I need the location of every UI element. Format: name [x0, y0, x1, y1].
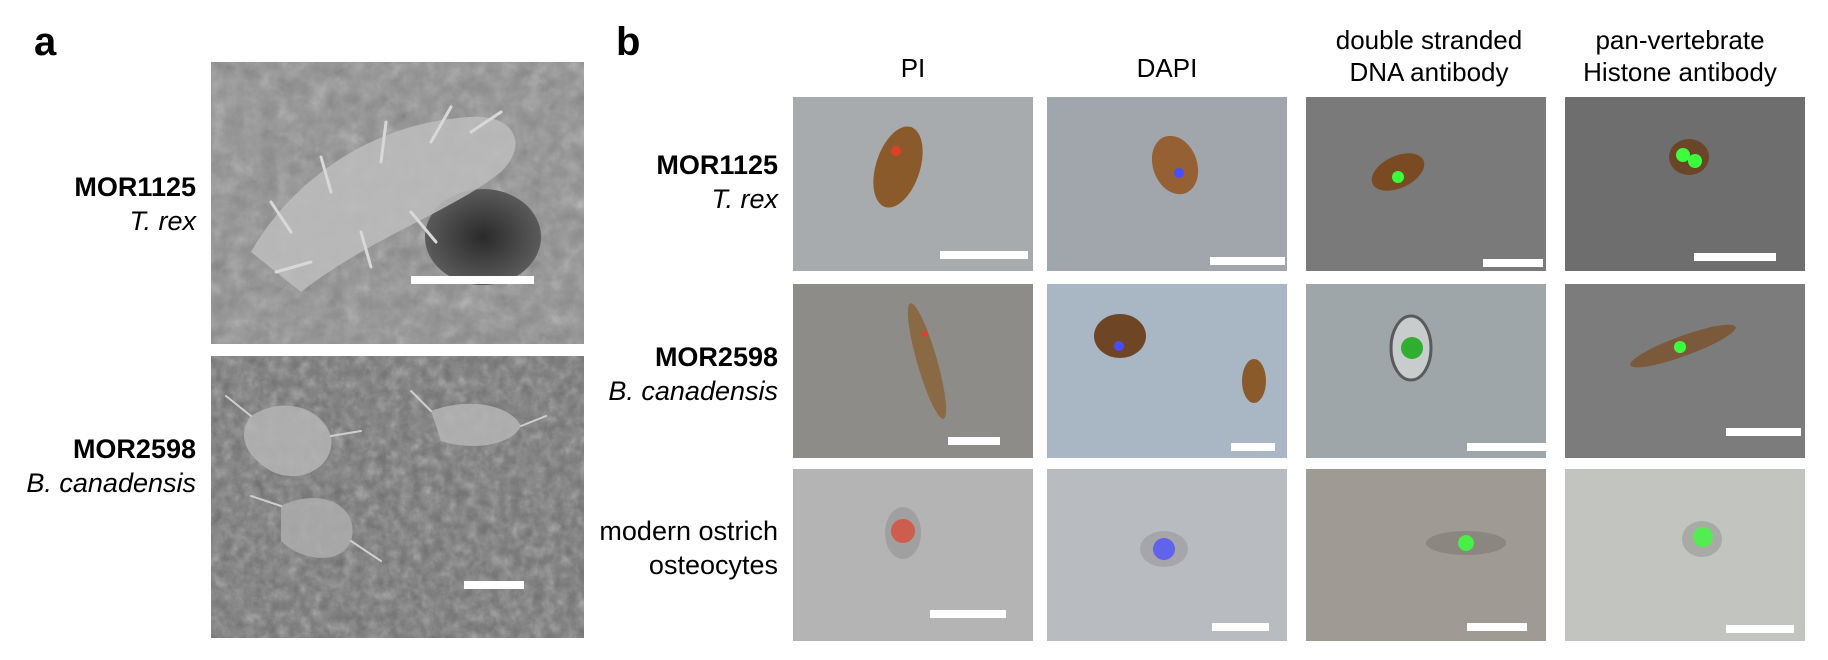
micrograph-ostrich-histone	[1565, 469, 1805, 641]
micrograph-brachylophosaurus-dsdna	[1306, 284, 1546, 458]
micrograph-brachylophosaurus-dapi	[1047, 284, 1287, 458]
column-header-line2: Histone antibody	[1583, 57, 1777, 87]
column-header-line2: DNA antibody	[1349, 57, 1509, 87]
column-header-dapi: DAPI	[1047, 52, 1287, 84]
panel-a-row-label-2: MOR2598 B. canadensis	[26, 432, 196, 500]
scale-bar	[1231, 443, 1275, 451]
column-header-histone-antibody: pan-vertebrate Histone antibody	[1550, 24, 1810, 88]
panel-b-row-label-2: MOR2598 B. canadensis	[608, 340, 778, 408]
scale-bar	[464, 581, 524, 589]
sample-label: modern ostrich	[599, 516, 778, 546]
micrograph-trex-dapi	[1047, 97, 1287, 271]
scale-bar	[1467, 443, 1546, 451]
scale-bar	[1726, 428, 1801, 436]
column-header-line1: DAPI	[1136, 53, 1198, 83]
taxon-name: B. canadensis	[26, 468, 196, 498]
column-header-line1: pan-vertebrate	[1595, 25, 1765, 55]
scale-bar	[1483, 259, 1543, 267]
scale-bar	[930, 610, 1006, 618]
micrograph-ostrich-dsdna	[1306, 469, 1546, 641]
panel-b-row-label-3: modern ostrich osteocytes	[599, 514, 778, 582]
column-header-line1: double stranded	[1335, 25, 1523, 55]
taxon-name: T. rex	[129, 206, 196, 236]
scale-bar	[1210, 257, 1285, 265]
scale-bar	[1212, 623, 1269, 631]
scale-bar	[940, 251, 1028, 259]
micrograph-trex-histone	[1565, 97, 1805, 271]
scale-bar	[1467, 623, 1527, 631]
panel-label-a: a	[34, 20, 57, 64]
taxon-name: T. rex	[711, 184, 778, 214]
micrograph-trex-dsdna	[1306, 97, 1546, 271]
specimen-id: MOR1125	[74, 172, 196, 202]
micrograph-brachylophosaurus-pi	[793, 284, 1033, 458]
specimen-id: MOR2598	[72, 434, 196, 464]
specimen-id: MOR1125	[656, 150, 778, 180]
panel-a-row-label-1: MOR1125 T. rex	[74, 170, 196, 238]
sem-image-brachylophosaurus	[211, 356, 584, 638]
column-header-pi: PI	[793, 52, 1033, 84]
column-header-dsdna-antibody: double stranded DNA antibody	[1299, 24, 1559, 88]
taxon-name: B. canadensis	[608, 376, 778, 406]
specimen-id: MOR2598	[654, 342, 778, 372]
micrograph-ostrich-dapi	[1047, 469, 1287, 641]
scale-bar	[1726, 625, 1794, 633]
sem-image-trex	[211, 62, 584, 344]
column-header-line1: PI	[900, 53, 926, 83]
panel-b-row-label-1: MOR1125 T. rex	[656, 148, 778, 216]
micrograph-brachylophosaurus-histone	[1565, 284, 1805, 458]
micrograph-ostrich-pi	[793, 469, 1033, 641]
scale-bar	[1694, 253, 1776, 261]
scale-bar	[948, 437, 1000, 445]
micrograph-trex-pi	[793, 97, 1033, 271]
panel-label-b: b	[616, 20, 641, 64]
scale-bar	[411, 276, 534, 284]
sample-label: osteocytes	[648, 550, 778, 580]
